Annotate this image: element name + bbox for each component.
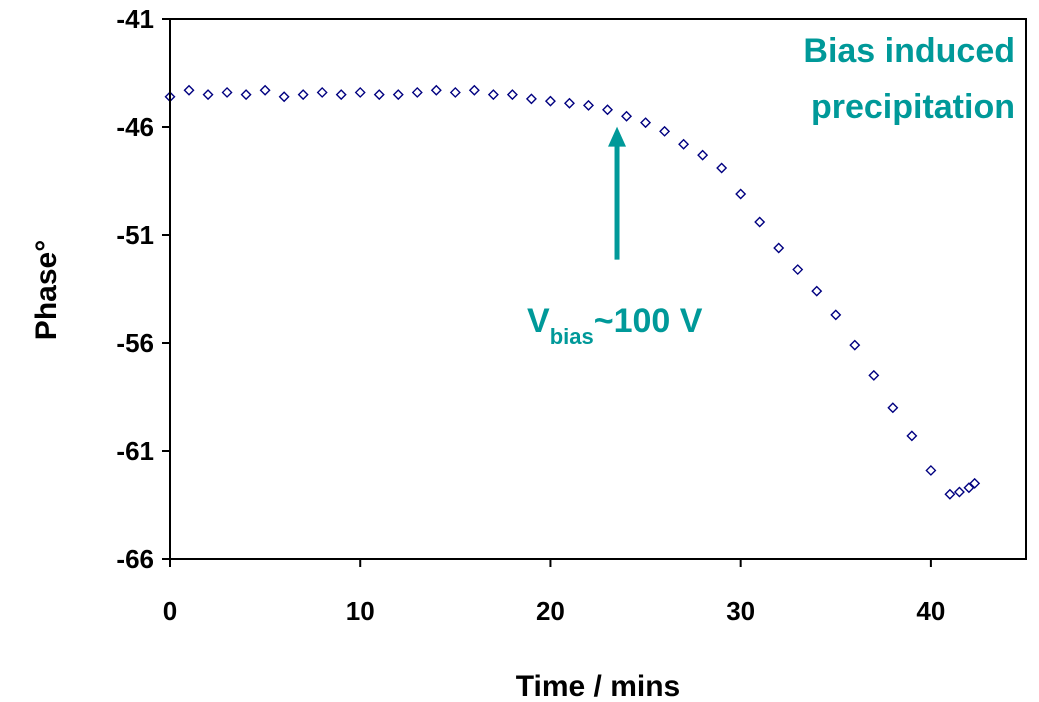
y-tick-label: -66: [116, 544, 154, 574]
vbias-label-main: V: [527, 302, 550, 340]
data-point-marker: [430, 84, 442, 96]
y-tick-label: -61: [116, 436, 154, 466]
data-point-marker: [411, 86, 423, 98]
data-point-marker: [868, 369, 880, 381]
data-point-marker: [953, 486, 965, 498]
data-point-marker: [678, 138, 690, 150]
data-point-marker: [335, 89, 347, 101]
data-point-marker: [963, 482, 975, 494]
vbias-annotation: Vbias~100 V: [527, 126, 703, 349]
tick-labels: 0 10 20 30 40 -66 -61 -56 -51 -46 -41: [116, 4, 945, 626]
data-point-marker: [944, 488, 956, 500]
data-point-marker: [716, 162, 728, 174]
data-point-marker: [278, 91, 290, 103]
data-point-marker: [969, 477, 981, 489]
x-tick-label: 30: [726, 596, 755, 626]
data-point-marker: [830, 309, 842, 321]
data-point-marker: [202, 89, 214, 101]
data-point-marker: [582, 99, 594, 111]
data-point-marker: [792, 264, 804, 276]
y-axis-title: Phase°: [30, 240, 63, 340]
y-tick-label: -56: [116, 328, 154, 358]
bias-annotation-line-1: Bias induced: [803, 32, 1015, 70]
data-point-marker: [506, 89, 518, 101]
data-point-marker: [468, 84, 480, 96]
data-point-marker: [392, 89, 404, 101]
plot-area-frame: [169, 18, 1027, 560]
data-point-marker: [487, 89, 499, 101]
axis-ticks: [162, 18, 932, 567]
vbias-label-rest: ~100 V: [594, 302, 703, 340]
data-point-marker: [640, 117, 652, 129]
data-point-marker: [887, 402, 899, 414]
data-point-marker: [925, 464, 937, 476]
y-tick-label: -51: [116, 220, 154, 250]
data-point-marker: [373, 89, 385, 101]
data-point-marker: [849, 339, 861, 351]
data-point-marker: [449, 86, 461, 98]
data-point-marker: [183, 84, 195, 96]
data-point-marker: [735, 188, 747, 200]
x-tick-label: 20: [536, 596, 565, 626]
data-point-marker: [563, 97, 575, 109]
data-point-marker: [354, 86, 366, 98]
data-point-marker: [297, 89, 309, 101]
data-point-marker: [544, 95, 556, 107]
data-point-marker: [259, 84, 271, 96]
data-point-marker: [773, 242, 785, 254]
x-axis-title: Time / mins: [516, 670, 681, 702]
data-point-marker: [316, 86, 328, 98]
data-point-marker: [525, 93, 537, 105]
x-tick-label: 10: [346, 596, 375, 626]
data-point-marker: [659, 125, 671, 137]
data-markers: [164, 84, 981, 500]
data-point-marker: [621, 110, 633, 122]
data-point-marker: [906, 430, 918, 442]
bias-annotation: Bias induced precipitation: [803, 32, 1015, 126]
bias-annotation-line-2: precipitation: [811, 88, 1015, 126]
x-tick-label: 0: [163, 596, 177, 626]
data-point-marker: [697, 149, 709, 161]
data-point-marker: [221, 86, 233, 98]
y-tick-label: -41: [116, 4, 154, 34]
data-point-marker: [240, 89, 252, 101]
y-tick-label: -46: [116, 112, 154, 142]
data-point-marker: [754, 216, 766, 228]
data-point-marker: [602, 104, 614, 116]
arrow-head: [608, 126, 627, 147]
data-point-marker: [811, 285, 823, 297]
vbias-label: Vbias~100 V: [527, 302, 703, 349]
vbias-label-subscript: bias: [550, 324, 594, 349]
x-tick-label: 40: [916, 596, 945, 626]
